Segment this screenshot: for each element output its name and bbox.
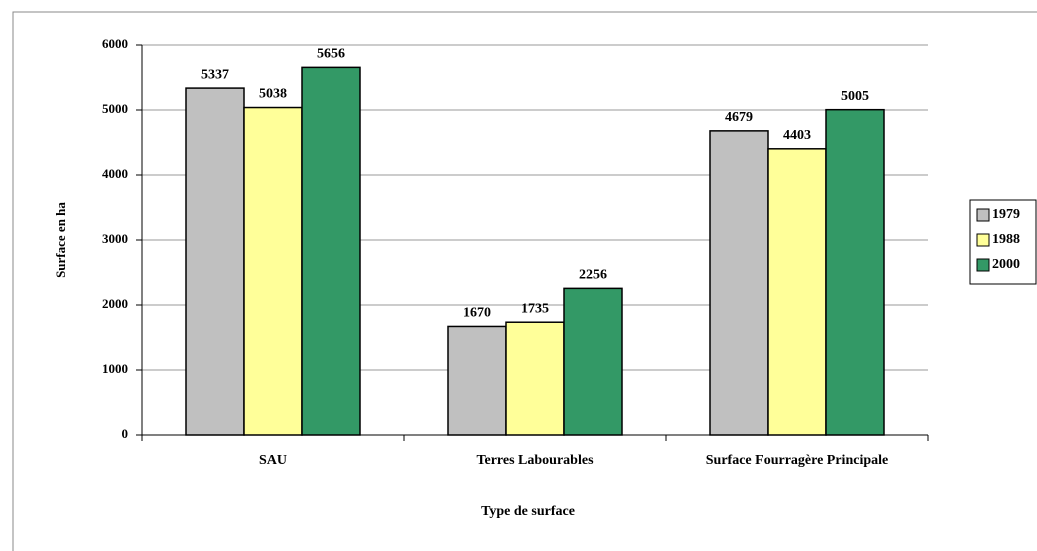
legend-label: 1988 — [992, 232, 1020, 247]
bar — [767, 148, 827, 436]
data-label: 5038 — [259, 87, 287, 102]
legend-swatch — [976, 208, 990, 222]
data-label: 2256 — [579, 268, 607, 283]
data-label: 4403 — [783, 128, 811, 143]
y-tick-label: 1000 — [102, 361, 128, 376]
legend-label: 2000 — [992, 257, 1020, 272]
y-tick-label: 2000 — [102, 296, 128, 311]
x-tick-label: SAU — [258, 453, 287, 468]
bar — [563, 287, 623, 436]
bar — [505, 321, 565, 436]
bar — [447, 325, 507, 436]
bar — [709, 130, 769, 436]
legend-swatch — [976, 258, 990, 272]
bar — [825, 108, 885, 436]
x-axis-title: Type de surface — [481, 504, 575, 519]
x-tick-label: Surface Fourragère Principale — [705, 453, 889, 468]
frame — [12, 11, 1037, 551]
data-label: 4679 — [725, 110, 753, 125]
y-tick-label: 5000 — [102, 101, 128, 116]
bar — [301, 66, 361, 436]
bar — [185, 87, 245, 436]
data-label: 1670 — [463, 306, 491, 321]
data-label: 5005 — [841, 89, 869, 104]
legend-swatch — [976, 233, 990, 247]
y-tick-label: 6000 — [102, 36, 128, 51]
data-label: 5656 — [317, 47, 345, 62]
data-label: 1735 — [521, 301, 549, 316]
bar — [243, 106, 303, 436]
y-tick-label: 4000 — [102, 166, 128, 181]
y-tick-label: 0 — [122, 426, 129, 441]
y-tick-label: 3000 — [102, 231, 128, 246]
legend-label: 1979 — [992, 207, 1020, 222]
y-axis-title: Surface en ha — [53, 202, 68, 278]
data-label: 5337 — [201, 67, 229, 82]
x-tick-label: Terres Labourables — [476, 453, 594, 468]
